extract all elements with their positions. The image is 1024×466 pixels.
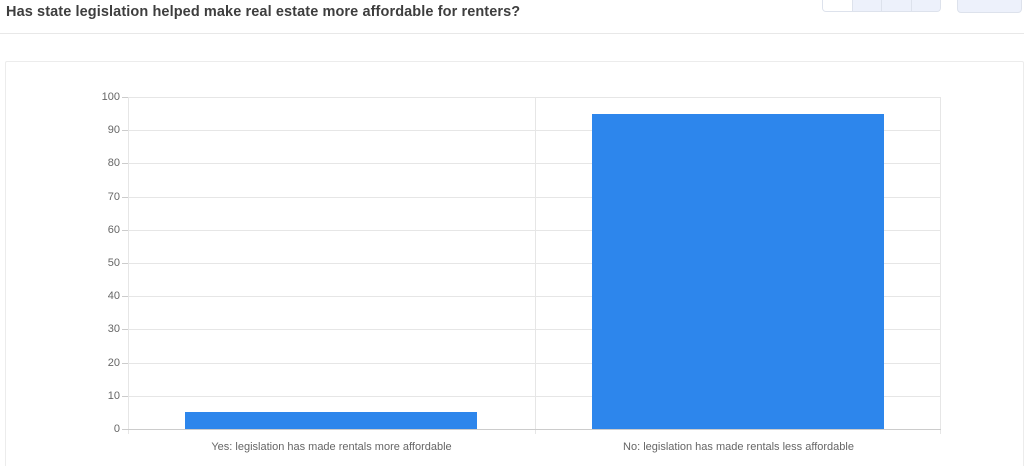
y-tick — [122, 130, 128, 131]
bar-1[interactable] — [592, 114, 884, 429]
view-toggle-segment-2[interactable] — [852, 0, 882, 11]
y-gridline — [128, 396, 941, 397]
y-axis-label: 50 — [107, 257, 120, 269]
plot-area: 0 10 20 30 40 50 60 70 80 90 100 Yes: legislation h… — [102, 91, 941, 453]
view-toggle-segment-3[interactable] — [882, 0, 912, 11]
x-gridline — [940, 97, 941, 434]
y-axis-label: 100 — [101, 91, 120, 103]
y-axis-label: 90 — [107, 124, 120, 136]
bar-0[interactable] — [185, 412, 477, 429]
view-toggle-segment-1[interactable] — [823, 0, 853, 11]
y-gridline — [128, 197, 941, 198]
y-tick — [122, 396, 128, 397]
y-axis-label: 30 — [107, 323, 120, 335]
y-gridline — [128, 163, 941, 164]
x-gridline — [128, 97, 129, 434]
x-axis-label: No: legislation has made rentals less af… — [623, 441, 854, 453]
view-toggle — [822, 0, 941, 12]
y-axis-label: 10 — [107, 390, 120, 402]
y-axis-label: 20 — [107, 357, 120, 369]
y-gridline — [128, 230, 941, 231]
y-tick — [122, 296, 128, 297]
header-divider — [0, 33, 1024, 34]
y-tick — [122, 197, 128, 198]
chart-card: 0 10 20 30 40 50 60 70 80 90 100 Yes: legislation h… — [5, 61, 1024, 466]
y-tick — [122, 163, 128, 164]
y-tick — [122, 363, 128, 364]
page-title: Has state legislation helped make real e… — [6, 4, 521, 20]
y-tick — [122, 329, 128, 330]
y-axis-label: 40 — [107, 290, 120, 302]
chart-menu-button[interactable] — [957, 0, 1022, 13]
y-tick — [122, 97, 128, 98]
y-axis-label: 70 — [107, 191, 120, 203]
y-gridline — [128, 296, 941, 297]
y-tick — [122, 230, 128, 231]
y-gridline — [128, 363, 941, 364]
x-axis-label: Yes: legislation has made rentals more a… — [211, 441, 452, 453]
y-gridline — [128, 329, 941, 330]
y-tick — [122, 429, 128, 430]
y-gridline — [128, 97, 941, 98]
y-axis-label: 60 — [107, 224, 120, 236]
y-gridline — [128, 263, 941, 264]
y-axis-label: 0 — [113, 423, 120, 435]
y-gridline — [128, 130, 941, 131]
y-tick — [122, 263, 128, 264]
x-gridline — [535, 97, 536, 434]
x-axis-line — [128, 429, 941, 430]
view-toggle-segment-4[interactable] — [911, 0, 940, 11]
y-axis-label: 80 — [107, 157, 120, 169]
